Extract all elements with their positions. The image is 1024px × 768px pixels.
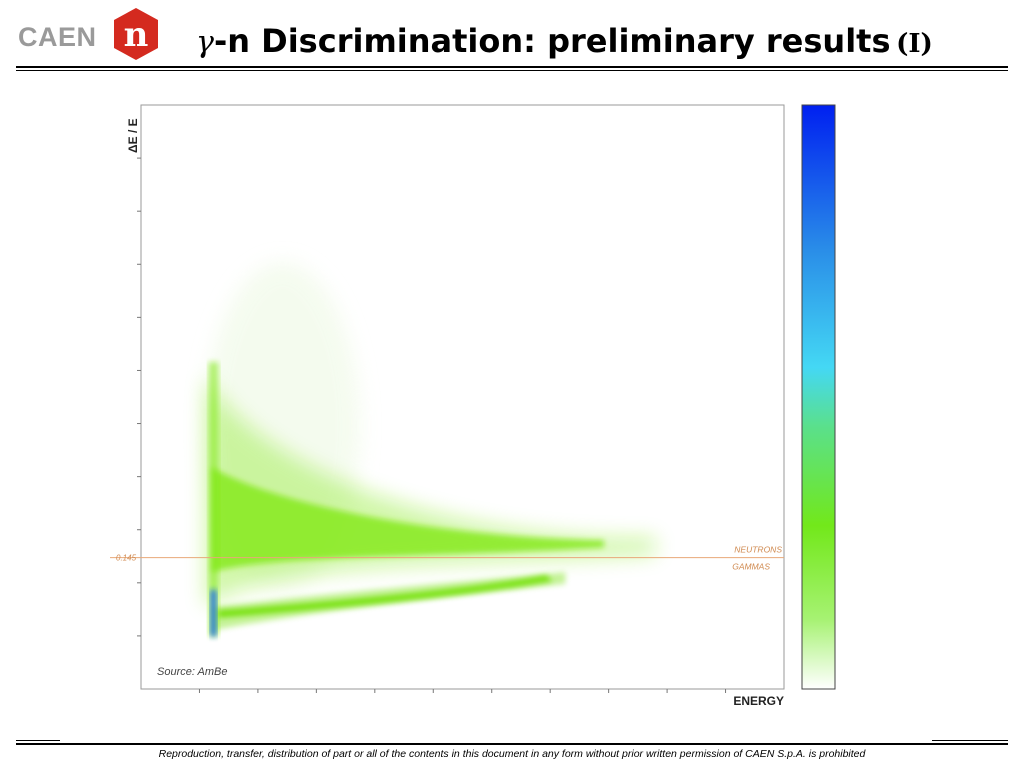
neutron-band xyxy=(211,467,604,573)
footer-rule-left xyxy=(16,740,60,741)
axes-frame xyxy=(140,104,785,690)
gammas-label: GAMMAS xyxy=(732,562,770,572)
color-scale-bar xyxy=(801,104,836,690)
y-axis-label: ΔE / E xyxy=(126,118,140,153)
logo-text: CAEN xyxy=(18,22,97,52)
page-title: γ-n Discrimination: preliminary results … xyxy=(196,22,933,60)
high-density-core xyxy=(210,589,217,637)
neutrons-label: NEUTRONS xyxy=(734,545,782,555)
header-rule xyxy=(16,66,1008,68)
caen-logo: CAEN n xyxy=(14,8,164,64)
threshold-value-label: 0.145 xyxy=(116,554,137,563)
footer-rule xyxy=(16,743,1008,745)
ticks-layer xyxy=(137,157,727,693)
gamma-band xyxy=(218,575,553,618)
logo-badge-letter: n xyxy=(124,15,149,55)
logo-badge-icon: n xyxy=(114,8,158,60)
footer-rule-right xyxy=(932,740,1008,741)
density-layer xyxy=(205,262,656,637)
title-main: -n Discrimination: preliminary results xyxy=(213,22,891,60)
scatter-plot: 0.145 NEUTRONS GAMMAS Source: AmBe ENERG… xyxy=(110,104,785,708)
color-scale-gradient xyxy=(801,104,836,690)
footer-notice: Reproduction, transfer, distribution of … xyxy=(158,748,866,760)
title-gamma: γ xyxy=(196,25,214,60)
title-suffix: (I) xyxy=(896,29,933,59)
header-rule-thin xyxy=(16,70,1008,71)
low-energy-wall xyxy=(208,361,219,637)
x-axis-label: ENERGY xyxy=(733,694,784,708)
source-annotation: Source: AmBe xyxy=(157,666,228,678)
